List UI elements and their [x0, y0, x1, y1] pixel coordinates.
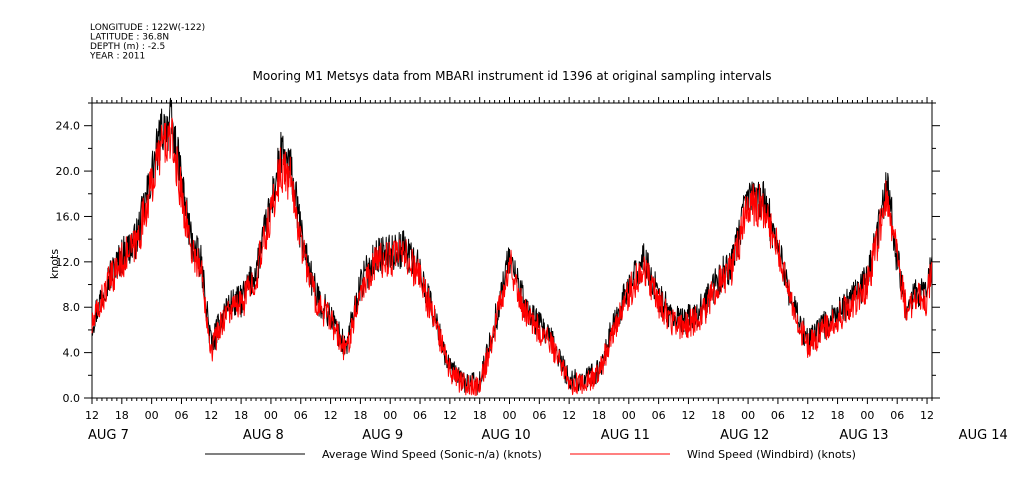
x-tick-label: 18: [711, 409, 725, 422]
x-tick-label: 00: [264, 409, 278, 422]
x-tick-label: 18: [592, 409, 606, 422]
series-line-0: [91, 97, 933, 395]
legend-label-1: Wind Speed (Windbird) (knots): [687, 448, 856, 461]
plot-frame: [91, 97, 933, 404]
station-metadata: LONGITUDE : 122W(-122)LATITUDE : 36.8NDE…: [89, 23, 205, 62]
y-tick-label: 24.0: [56, 120, 81, 133]
x-day-label: AUG 14: [959, 428, 1008, 443]
x-tick-label: 06: [890, 409, 904, 422]
x-tick-label: 00: [503, 409, 517, 422]
x-tick-label: 12: [204, 409, 218, 422]
x-tick-label: 06: [652, 409, 666, 422]
x-tick-label: 12: [920, 409, 934, 422]
x-tick-label: 06: [532, 409, 546, 422]
plot-series: [91, 97, 933, 396]
chart-title: Mooring M1 Metsys data from MBARI instru…: [253, 69, 772, 83]
x-tick-label: 00: [741, 409, 755, 422]
series-line-1: [91, 117, 933, 396]
y-axis: 0.0 4.0 8.0 12.0 16.0 20.0 24.0: [56, 102, 940, 405]
y-tick-label: 4.0: [63, 347, 81, 360]
metadata-line: YEAR : 2011: [89, 52, 145, 62]
x-tick-label: 00: [860, 409, 874, 422]
x-tick-label: 00: [145, 409, 159, 422]
x-tick-label: 12: [681, 409, 695, 422]
metadata-line: LONGITUDE : 122W(-122): [90, 23, 205, 33]
x-tick-label: 12: [85, 409, 99, 422]
y-tick-label: 8.0: [63, 301, 81, 314]
x-day-label: AUG 8: [243, 428, 284, 443]
plot-border: [91, 102, 933, 399]
x-axis: 12 18 00 06 12 18 00 06 12 18 00 06 12 18 00 06 12 18 00 06…: [85, 409, 1008, 443]
x-day-label: AUG 13: [839, 428, 888, 443]
x-tick-label: 18: [234, 409, 248, 422]
x-tick-label: 06: [413, 409, 427, 422]
x-tick-label: 06: [294, 409, 308, 422]
legend-label-0: Average Wind Speed (Sonic-n/a) (knots): [322, 448, 542, 461]
x-tick-label: 06: [771, 409, 785, 422]
metadata-line: DEPTH (m) : -2.5: [90, 42, 165, 52]
metadata-line: LATITUDE : 36.8N: [90, 33, 169, 43]
x-tick-label: 00: [622, 409, 636, 422]
x-tick-label: 12: [801, 409, 815, 422]
x-tick-label: 06: [174, 409, 188, 422]
x-tick-label: 18: [473, 409, 487, 422]
x-tick-label: 00: [383, 409, 397, 422]
x-tick-label: 12: [443, 409, 457, 422]
y-tick-label: 16.0: [56, 210, 81, 223]
x-tick-label: 12: [324, 409, 338, 422]
y-axis-label: knots: [48, 249, 61, 279]
x-tick-label: 18: [115, 409, 129, 422]
x-day-label: AUG 11: [601, 428, 650, 443]
x-tick-label: 18: [353, 409, 367, 422]
y-tick-label: 12.0: [56, 256, 81, 269]
y-tick-label: 0.0: [63, 392, 81, 405]
x-tick-label: 12: [562, 409, 576, 422]
x-day-label: AUG 10: [482, 428, 531, 443]
x-day-label: AUG 12: [720, 428, 769, 443]
x-day-label: AUG 7: [88, 428, 129, 443]
legend: Average Wind Speed (Sonic-n/a) (knots) Wi…: [205, 448, 856, 461]
x-day-label: AUG 9: [362, 428, 403, 443]
x-tick-label: 18: [831, 409, 845, 422]
y-tick-label: 20.0: [56, 165, 81, 178]
